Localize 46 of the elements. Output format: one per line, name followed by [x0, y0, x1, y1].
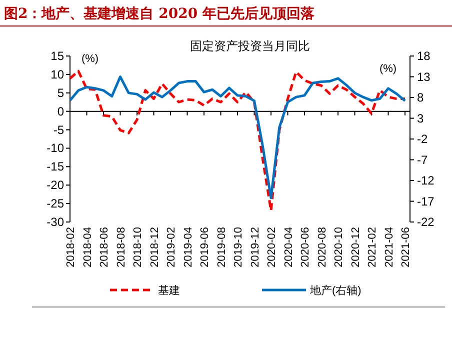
x-tick-label: 2018-10 — [132, 227, 144, 268]
y-tick-label: -20 — [46, 178, 64, 192]
x-tick-label: 2020-02 — [266, 227, 278, 268]
y2-tick-label: -17 — [417, 194, 435, 208]
y-tick-label: 10 — [50, 67, 64, 82]
legend-label: 地产(右轴) — [309, 284, 362, 297]
x-tick-label: 2019-10 — [232, 227, 244, 268]
x-tick-label: 2020-12 — [350, 227, 362, 268]
y-axis-title: (%) — [81, 53, 99, 65]
y-tick-label: -10 — [46, 141, 64, 156]
x-tick-label: 2021-02 — [366, 227, 378, 268]
x-tick-label: 2018-12 — [148, 227, 161, 268]
x-tick-label: 2020-06 — [300, 227, 312, 268]
x-tick-label: 2018-04 — [82, 227, 94, 268]
x-tick-label: 2020-10 — [333, 227, 345, 268]
y-tick-label: 15 — [50, 49, 64, 63]
y-tick-label: 5 — [57, 86, 64, 100]
y2-tick-label: 3 — [417, 111, 424, 126]
y-tick-label: -15 — [46, 160, 64, 174]
y2-tick-label: -7 — [417, 152, 428, 167]
subtitle: 固定资产投资当月同比 — [190, 39, 310, 53]
y-tick-label: -5 — [53, 122, 64, 137]
y2-tick-label: 13 — [417, 70, 431, 84]
x-tick-label: 2019-08 — [216, 227, 228, 268]
x-tick-label: 2021-04 — [383, 227, 396, 268]
y2-tick-label: -12 — [417, 174, 435, 188]
y-tick-label: 0 — [57, 104, 64, 118]
legend-label: 基建 — [158, 284, 180, 297]
x-tick-label: 2018-06 — [98, 227, 110, 268]
x-tick-label: 2018-08 — [115, 227, 128, 268]
x-tick-label: 2019-12 — [249, 227, 262, 268]
x-tick-label: 2019-06 — [199, 227, 211, 268]
x-tick-label: 2020-08 — [316, 227, 328, 268]
y2-tick-label: 18 — [417, 49, 431, 63]
y-tick-label: -25 — [46, 196, 64, 211]
y2-tick-label: 8 — [417, 90, 424, 104]
y2-axis-title: (%) — [379, 63, 397, 75]
x-tick-label: 2018-02 — [65, 227, 77, 268]
x-tick-label: 2021-06 — [400, 227, 412, 268]
x-tick-label: 2020-04 — [282, 227, 295, 268]
y2-tick-label: -2 — [417, 132, 428, 146]
x-tick-label: 2019-02 — [166, 227, 178, 268]
y-tick-label: -30 — [46, 215, 64, 229]
x-tick-label: 2019-04 — [182, 227, 194, 268]
y2-tick-label: -22 — [417, 215, 435, 229]
title: 图2：地产、基建增速自 2020 年已先后见顶回落 — [4, 6, 314, 22]
